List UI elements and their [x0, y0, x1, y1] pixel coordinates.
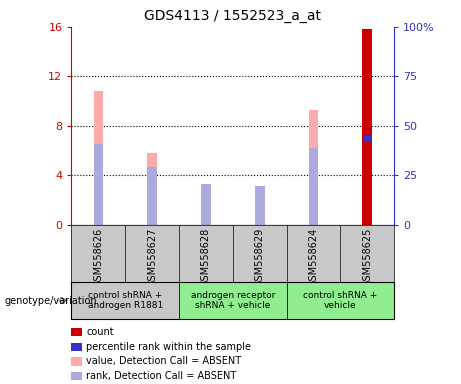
- Bar: [362, 29, 372, 225]
- Text: androgen receptor
shRNA + vehicle: androgen receptor shRNA + vehicle: [190, 291, 275, 310]
- Text: count: count: [86, 327, 114, 337]
- Bar: [94, 144, 103, 225]
- Bar: [309, 110, 318, 225]
- Bar: [94, 91, 103, 225]
- Bar: [201, 190, 211, 225]
- Bar: [255, 191, 265, 225]
- Bar: [71, 282, 179, 319]
- Text: GSM558624: GSM558624: [308, 227, 319, 287]
- Title: GDS4113 / 1552523_a_at: GDS4113 / 1552523_a_at: [144, 9, 321, 23]
- Bar: [201, 184, 211, 225]
- Bar: [148, 153, 157, 225]
- Bar: [179, 282, 287, 319]
- Text: GSM558629: GSM558629: [254, 227, 265, 287]
- Text: GSM558626: GSM558626: [93, 227, 103, 287]
- Text: genotype/variation: genotype/variation: [5, 296, 97, 306]
- Bar: [148, 167, 157, 225]
- Bar: [255, 186, 265, 225]
- Text: GSM558628: GSM558628: [201, 227, 211, 287]
- Text: value, Detection Call = ABSENT: value, Detection Call = ABSENT: [86, 356, 241, 366]
- Text: rank, Detection Call = ABSENT: rank, Detection Call = ABSENT: [86, 371, 236, 381]
- Text: control shRNA +
androgen R1881: control shRNA + androgen R1881: [88, 291, 163, 310]
- Text: percentile rank within the sample: percentile rank within the sample: [86, 342, 251, 352]
- Bar: [287, 282, 394, 319]
- Bar: [309, 148, 318, 225]
- Text: control shRNA +
vehicle: control shRNA + vehicle: [303, 291, 378, 310]
- Text: GSM558625: GSM558625: [362, 227, 372, 287]
- Text: GSM558627: GSM558627: [147, 227, 157, 287]
